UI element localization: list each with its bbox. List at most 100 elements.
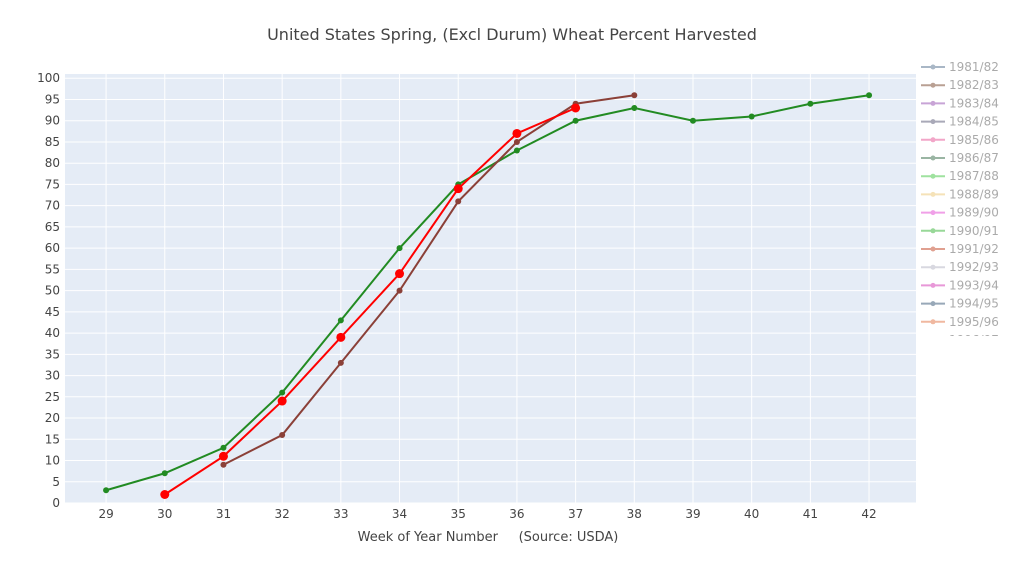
legend-item[interactable]: 1986/87	[921, 151, 999, 165]
x-tick-label: 36	[509, 507, 524, 521]
legend-item[interactable]: 1981/82	[921, 60, 999, 74]
x-tick-label: 38	[627, 507, 642, 521]
legend-swatch-marker	[930, 155, 936, 161]
y-tick-label: 15	[45, 432, 60, 446]
legend-item[interactable]: 1982/83	[921, 78, 999, 92]
y-tick-label: 60	[45, 241, 60, 255]
series-line	[223, 94, 635, 466]
data-point	[396, 287, 403, 294]
x-tick-label: 34	[392, 507, 407, 521]
y-tick-label: 20	[45, 411, 60, 425]
legend-swatch-marker	[930, 173, 936, 179]
legend-label: 1991/92	[949, 242, 999, 256]
legend-label: 1983/84	[949, 96, 999, 110]
legend-swatch-marker	[930, 191, 936, 197]
legend-item[interactable]: 1984/85	[921, 115, 999, 129]
legend-label: 1982/83	[949, 78, 999, 92]
x-tick-label: 40	[744, 507, 759, 521]
data-point	[218, 451, 228, 461]
series-2	[220, 92, 638, 468]
legend-item[interactable]: 1995/96	[921, 315, 999, 329]
data-point	[866, 92, 873, 99]
x-tick-label: 32	[275, 507, 290, 521]
legend-swatch-marker	[930, 301, 936, 307]
y-tick-label: 100	[37, 71, 60, 85]
data-point	[512, 128, 522, 138]
y-tick-label: 5	[52, 475, 60, 489]
legend-swatch-marker	[930, 319, 936, 325]
plot-area	[65, 74, 916, 503]
y-tick-label: 65	[45, 220, 60, 234]
legend-item[interactable]: 1987/88	[921, 169, 999, 183]
legend-swatch-marker	[930, 64, 936, 70]
y-tick-label: 45	[45, 305, 60, 319]
x-tick-label: 31	[216, 507, 231, 521]
legend-swatch-marker	[930, 228, 936, 234]
data-point	[220, 461, 227, 468]
data-point	[631, 104, 638, 111]
legend-item[interactable]: 1993/94	[921, 278, 999, 292]
data-point	[807, 100, 814, 107]
data-point	[631, 92, 638, 99]
series-layer	[103, 92, 873, 500]
data-point	[161, 470, 168, 477]
data-point	[277, 396, 287, 406]
x-tick-label: 42	[861, 507, 876, 521]
legend-label: 1987/88	[949, 169, 999, 183]
x-tick-label: 29	[98, 507, 113, 521]
legend-label: 1993/94	[949, 278, 999, 292]
legend-item[interactable]: 1996/97	[921, 333, 999, 347]
data-point	[748, 113, 755, 120]
y-tick-label: 75	[45, 177, 60, 191]
y-tick-label: 95	[45, 92, 60, 106]
chart-title: United States Spring, (Excl Durum) Wheat…	[267, 25, 757, 44]
y-axis-ticks: 0 5 10 15 20 25 30 35 40 45 50 55 60 65 70 75 80 85 90 95 10…	[37, 71, 60, 510]
legend: 1981/82 1982/83 1983/84 1984/85 1985/86 1986/…	[921, 60, 999, 347]
legend-item[interactable]: 1992/93	[921, 260, 999, 274]
legend-item[interactable]: 1989/90	[921, 206, 999, 220]
legend-swatch-marker	[930, 246, 936, 252]
y-tick-label: 80	[45, 156, 60, 170]
y-tick-label: 30	[45, 369, 60, 383]
data-point	[337, 359, 344, 366]
legend-label: 1986/87	[949, 151, 999, 165]
data-point	[220, 444, 227, 451]
legend-item[interactable]: 1988/89	[921, 187, 999, 201]
x-tick-label: 41	[803, 507, 818, 521]
y-tick-label: 35	[45, 347, 60, 361]
x-tick-label: 37	[568, 507, 583, 521]
data-point	[337, 317, 344, 324]
legend-swatch-marker	[930, 137, 936, 143]
data-point	[572, 117, 579, 124]
legend-item[interactable]: 1991/92	[921, 242, 999, 256]
data-point	[689, 117, 696, 124]
data-point	[395, 269, 405, 279]
legend-swatch-marker	[930, 119, 936, 125]
y-tick-label: 55	[45, 262, 60, 276]
legend-item[interactable]: 1985/86	[921, 133, 999, 147]
legend-swatch-marker	[930, 282, 936, 288]
data-point	[336, 332, 346, 342]
series-3	[160, 103, 581, 500]
y-tick-label: 0	[52, 496, 60, 510]
legend-label: 1981/82	[949, 60, 999, 74]
legend-item[interactable]: 1994/95	[921, 297, 999, 311]
series-1	[103, 92, 873, 494]
data-point	[513, 138, 520, 145]
y-tick-label: 10	[45, 454, 60, 468]
y-tick-label: 85	[45, 135, 60, 149]
y-tick-label: 70	[45, 199, 60, 213]
series-line	[164, 107, 576, 496]
legend-label: 1988/89	[949, 187, 999, 201]
data-point	[455, 198, 462, 205]
data-point	[513, 147, 520, 154]
legend-item[interactable]: 1990/91	[921, 224, 999, 238]
legend-label: 1992/93	[949, 260, 999, 274]
y-tick-label: 90	[45, 114, 60, 128]
x-axis-ticks: 29 30 31 32 33 34 35 36 37 38 39 40 41 42	[98, 507, 876, 521]
legend-label: 1985/86	[949, 133, 999, 147]
legend-item[interactable]: 1983/84	[921, 96, 999, 110]
y-tick-label: 25	[45, 390, 60, 404]
data-point	[571, 103, 581, 113]
